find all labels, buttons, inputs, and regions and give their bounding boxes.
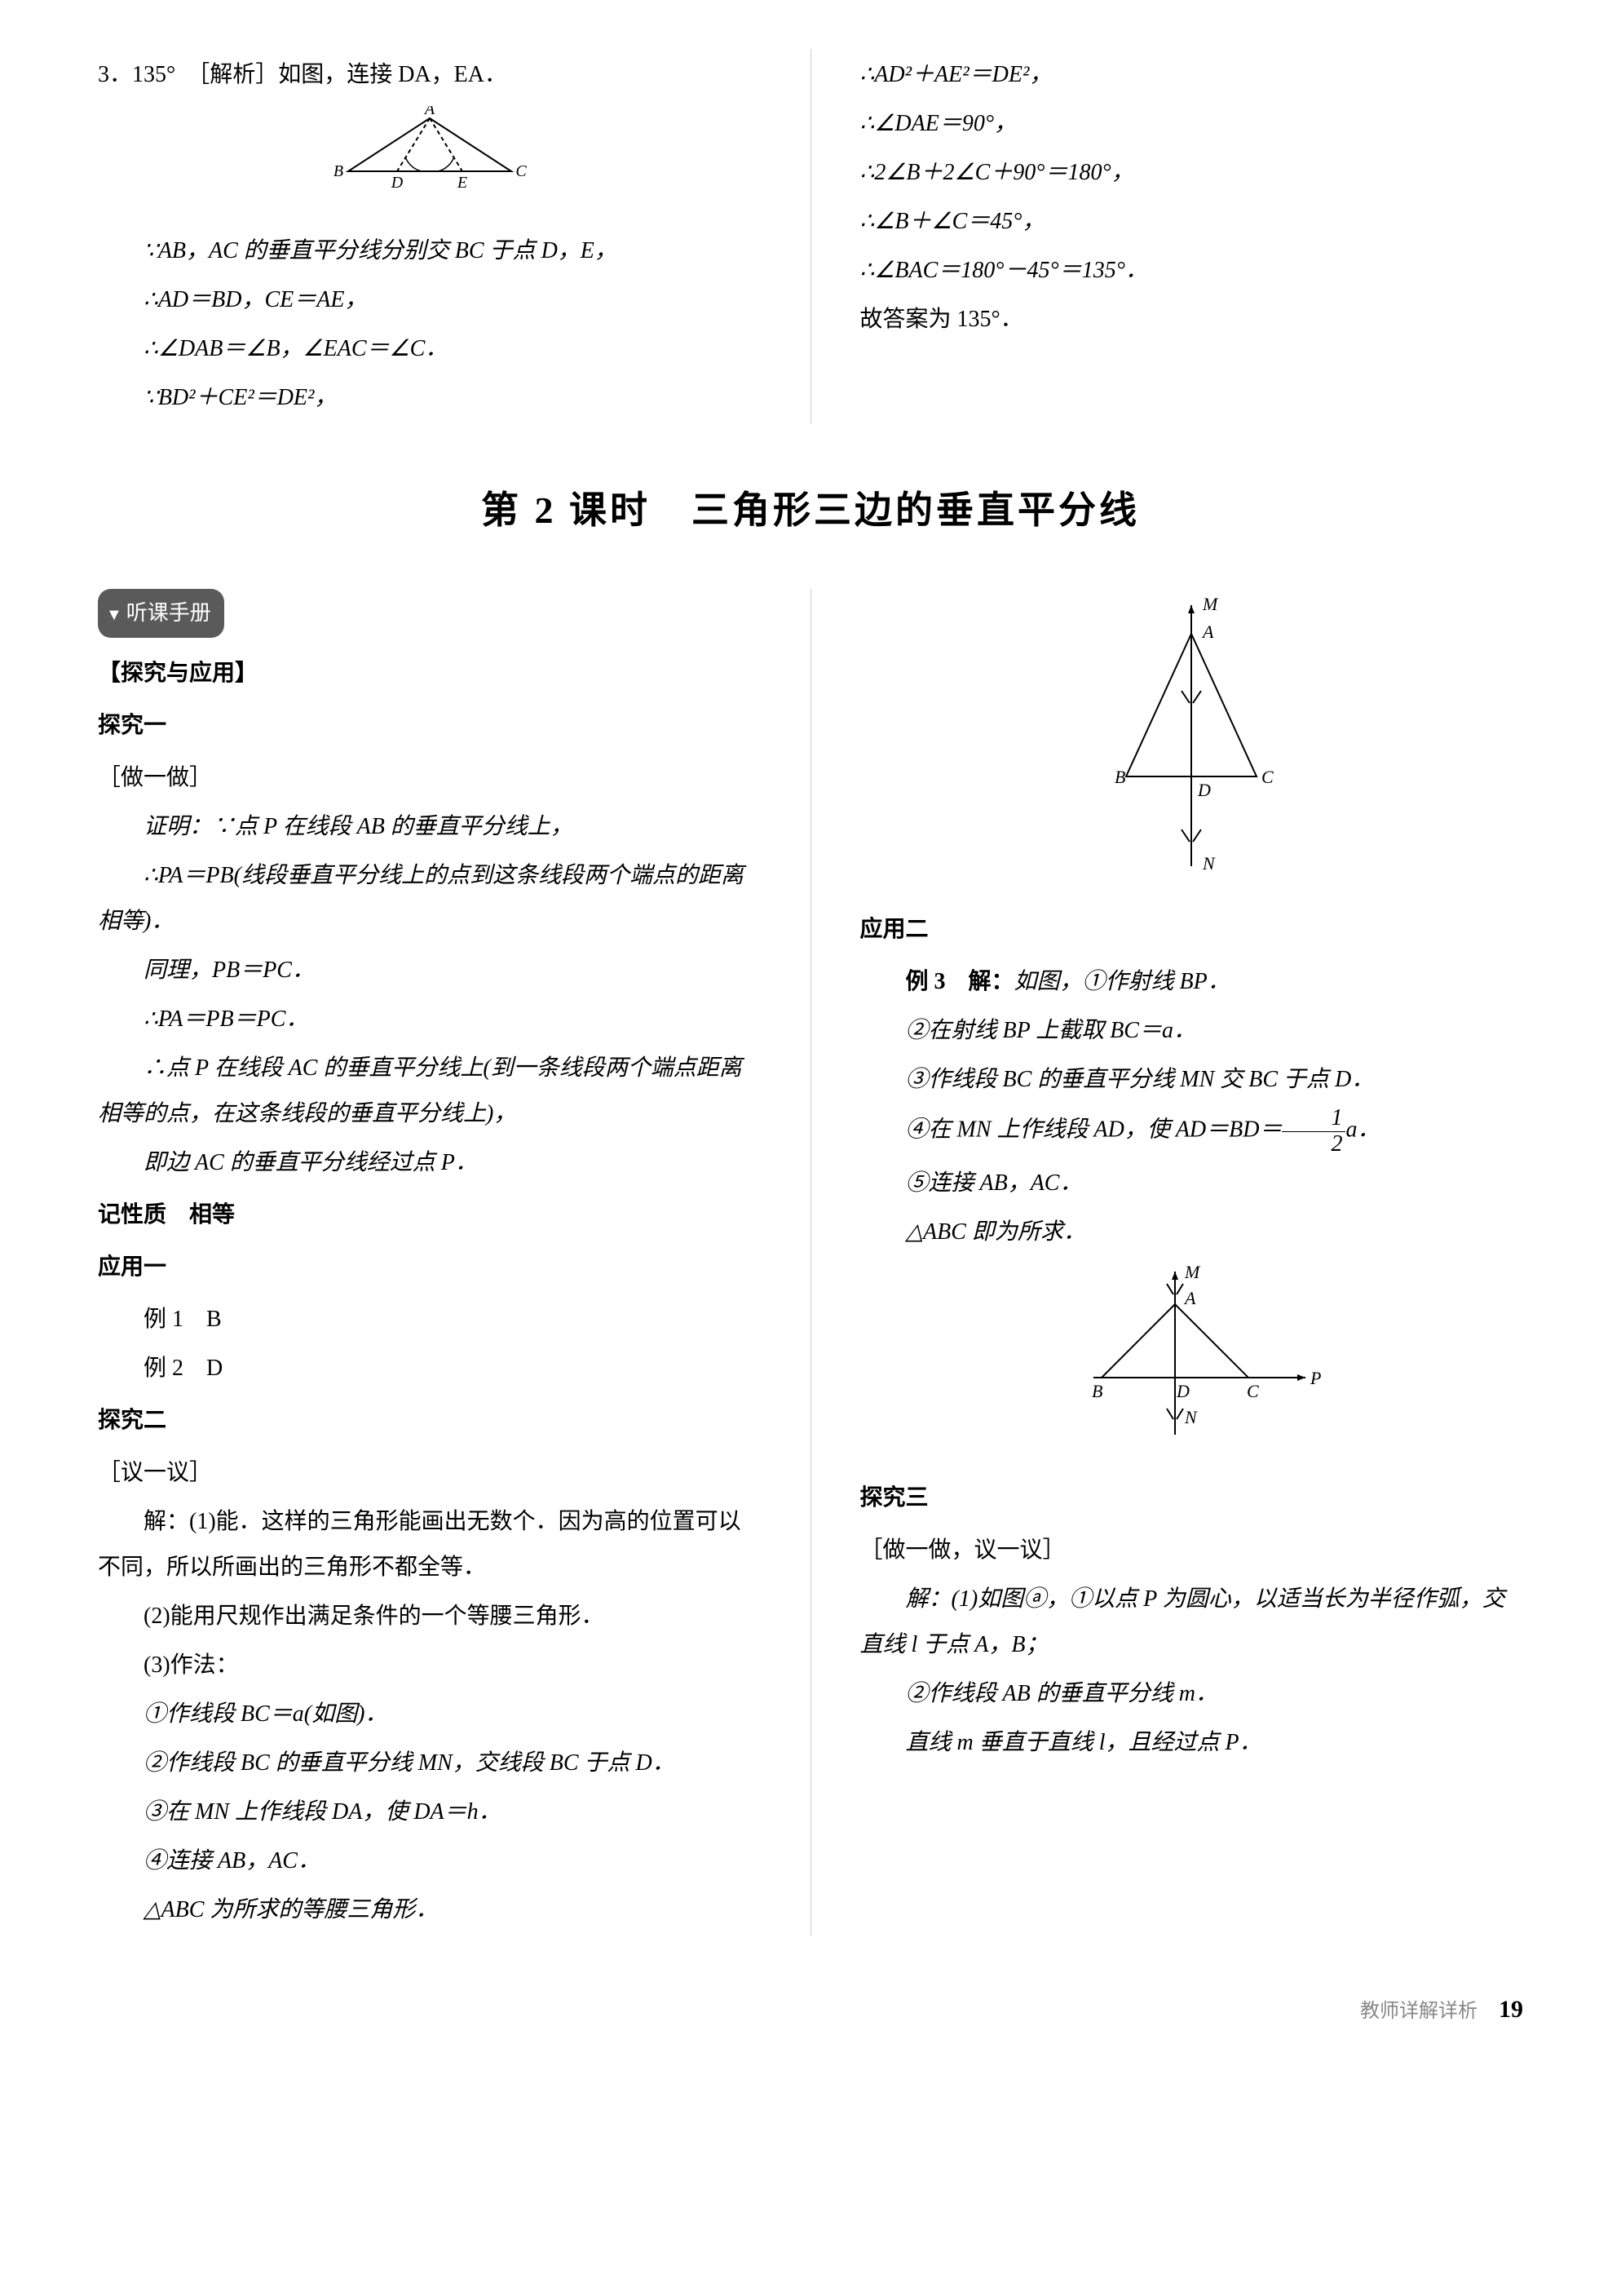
sol3-p7: ②作线段 AB 的垂直平分线 m． bbox=[860, 1671, 1524, 1717]
svg-text:A: A bbox=[1201, 622, 1214, 642]
step-3: ③作线段 BC 的垂直平分线 MN 交 BC 于点 D． bbox=[860, 1057, 1524, 1103]
svg-text:B: B bbox=[1115, 767, 1125, 787]
sol-p8: (2)能用尺规作出满足条件的一个等腰三角形． bbox=[98, 1594, 762, 1639]
heading-explore-2: 探究二 bbox=[98, 1398, 762, 1444]
svg-text:A: A bbox=[1183, 1288, 1196, 1308]
heading-apply-2: 应用二 bbox=[860, 907, 1524, 953]
page-number: 19 bbox=[1499, 1996, 1523, 2023]
svg-text:C: C bbox=[515, 162, 527, 180]
heading-discuss: ［议一议］ bbox=[98, 1450, 762, 1496]
heading-property: 记性质 相等 bbox=[98, 1192, 762, 1238]
svg-text:D: D bbox=[1197, 780, 1211, 800]
svg-text:B: B bbox=[1092, 1381, 1102, 1401]
sol-p9: (3)作法： bbox=[98, 1643, 762, 1688]
heading-explore-1: 探究一 bbox=[98, 703, 762, 749]
top-r2: ∴∠DAE＝90°， bbox=[860, 101, 1524, 147]
top-l2: ∴AD＝BD，CE＝AE， bbox=[98, 277, 762, 323]
question-3: 3．135° ［解析］如图，连接 DA，EA． bbox=[98, 52, 762, 98]
footer-text: 教师详解详析 bbox=[1360, 2001, 1477, 2022]
proof-p4: ∴PA＝PB＝PC． bbox=[98, 997, 762, 1042]
page-footer: 教师详解详析 19 bbox=[98, 1985, 1523, 2034]
svg-text:D: D bbox=[391, 174, 404, 192]
proof-p2: ∴PA＝PB(线段垂直平分线上的点到这条线段两个端点的距离相等)． bbox=[98, 853, 762, 945]
heading-apply-1: 应用一 bbox=[98, 1245, 762, 1290]
top-r3: ∴2∠B＋2∠C＋90°＝180°， bbox=[860, 150, 1524, 196]
sol-p7: 解：(1)能．这样的三角形能画出无数个．因为高的位置可以不同，所以所画出的三角形… bbox=[98, 1499, 762, 1590]
section-tag: 听课手册 bbox=[98, 589, 224, 638]
top-right-column: ∴AD²＋AE²＝DE²， ∴∠DAE＝90°， ∴2∠B＋2∠C＋90°＝18… bbox=[860, 49, 1524, 424]
top-l4: ∵BD²＋CE²＝DE²， bbox=[98, 375, 762, 421]
svg-text:C: C bbox=[1261, 767, 1274, 787]
example-3: 例 3 解：如图，①作射线 BP． bbox=[860, 959, 1524, 1005]
ex3-text: 如图，①作射线 BP． bbox=[1014, 969, 1230, 994]
svg-text:C: C bbox=[1247, 1381, 1259, 1401]
example-2: 例 2 D bbox=[98, 1346, 762, 1391]
figure-isoceles-2: M A B D C P N bbox=[860, 1263, 1524, 1459]
svg-text:M: M bbox=[1184, 1263, 1201, 1282]
sol3-p8: 直线 m 垂直于直线 l，且经过点 P． bbox=[860, 1720, 1524, 1766]
svg-text:E: E bbox=[457, 174, 467, 192]
heading-explore-3: 探究三 bbox=[860, 1475, 1524, 1521]
top-divider bbox=[810, 49, 811, 424]
example-1: 例 1 B bbox=[98, 1297, 762, 1343]
svg-text:P: P bbox=[1310, 1368, 1321, 1388]
step-5: ⑤连接 AB，AC． bbox=[860, 1161, 1524, 1206]
top-l1: ∵AB，AC 的垂直平分线分别交 BC 于点 D，E， bbox=[98, 228, 762, 274]
main-title: 第 2 课时 三角形三边的垂直平分线 bbox=[98, 473, 1523, 548]
main-divider bbox=[810, 589, 811, 1936]
step-result: △ABC 即为所求． bbox=[860, 1210, 1524, 1255]
heading-explore-apply: 【探究与应用】 bbox=[98, 651, 762, 697]
step-4: ④在 MN 上作线段 AD，使 AD＝BD＝12a． bbox=[860, 1106, 1524, 1157]
top-r6: 故答案为 135°． bbox=[860, 297, 1524, 343]
proof-p6: 即边 AC 的垂直平分线经过点 P． bbox=[98, 1140, 762, 1186]
sol3-p6: 解：(1)如图ⓐ，①以点 P 为圆心，以适当长为半径作弧，交直线 l 于点 A，… bbox=[860, 1577, 1524, 1668]
sol-p10: ①作线段 BC＝a(如图)． bbox=[98, 1692, 762, 1737]
svg-text:N: N bbox=[1184, 1407, 1198, 1427]
main-section: 听课手册 【探究与应用】 探究一 ［做一做］ 证明：∵点 P 在线段 AB 的垂… bbox=[98, 589, 1523, 1936]
heading-do-discuss: ［做一做，议一议］ bbox=[860, 1528, 1524, 1573]
heading-do-it: ［做一做］ bbox=[98, 755, 762, 801]
top-r4: ∴∠B＋∠C＝45°， bbox=[860, 199, 1524, 245]
isoceles-svg-2: M A B D C P N bbox=[1053, 1263, 1330, 1443]
top-r5: ∴∠BAC＝180°－45°＝135°． bbox=[860, 248, 1524, 294]
sol-p12: ③在 MN 上作线段 DA，使 DA＝h． bbox=[98, 1789, 762, 1835]
right-column: M A B C D N 应用二 例 3 解：如图，①作射线 BP． ②在射线 B… bbox=[860, 589, 1524, 1936]
sol-p14: △ABC 为所求的等腰三角形． bbox=[98, 1887, 762, 1933]
proof-p3: 同理，PB＝PC． bbox=[98, 948, 762, 993]
proof-p5: ∴点 P 在线段 AC 的垂直平分线上(到一条线段两个端点距离相等的点，在这条线… bbox=[98, 1046, 762, 1137]
svg-text:D: D bbox=[1176, 1381, 1190, 1401]
figure-isoceles-1: M A B C D N bbox=[860, 597, 1524, 891]
sol-p11: ②作线段 BC 的垂直平分线 MN，交线段 BC 于点 D． bbox=[98, 1741, 762, 1786]
svg-text:B: B bbox=[333, 162, 343, 180]
section-tag-container: 听课手册 bbox=[98, 589, 762, 651]
svg-text:M: M bbox=[1202, 597, 1219, 614]
triangle-svg-top: A B C D E bbox=[316, 106, 544, 196]
figure-triangle-top: A B C D E bbox=[98, 106, 762, 212]
isoceles-svg-1: M A B C D N bbox=[1093, 597, 1289, 874]
top-r1: ∴AD²＋AE²＝DE²， bbox=[860, 52, 1524, 98]
proof-p1: 证明：∵点 P 在线段 AB 的垂直平分线上， bbox=[98, 804, 762, 850]
svg-text:N: N bbox=[1202, 853, 1216, 874]
svg-text:A: A bbox=[423, 106, 435, 118]
top-l3: ∴∠DAB＝∠B，∠EAC＝∠C． bbox=[98, 326, 762, 372]
step-2: ②在射线 BP 上截取 BC＝a． bbox=[860, 1008, 1524, 1054]
ex3-label: 例 3 解： bbox=[906, 969, 1014, 994]
top-section: 3．135° ［解析］如图，连接 DA，EA． A B C D E ∵AB，AC… bbox=[98, 49, 1523, 424]
sol-p13: ④连接 AB，AC． bbox=[98, 1838, 762, 1884]
left-column: 听课手册 【探究与应用】 探究一 ［做一做］ 证明：∵点 P 在线段 AB 的垂… bbox=[98, 589, 762, 1936]
top-left-column: 3．135° ［解析］如图，连接 DA，EA． A B C D E ∵AB，AC… bbox=[98, 49, 762, 424]
